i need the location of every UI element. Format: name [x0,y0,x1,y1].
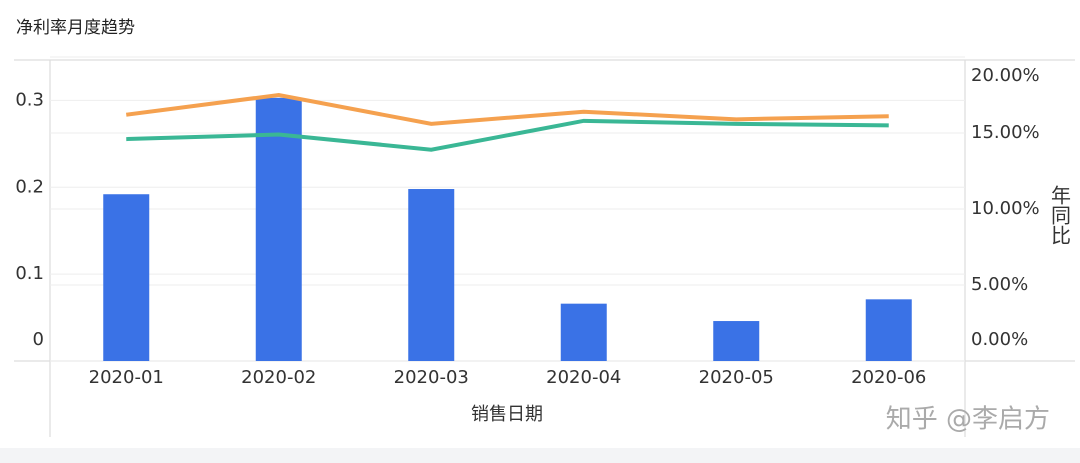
bar [408,189,455,361]
bar [865,299,912,361]
bar [255,97,302,361]
chart-title: 净利率月度趋势 [16,18,135,38]
bar [103,194,150,361]
y-tick-label: 0.3 [15,89,44,110]
bar [713,321,760,361]
y2-tick-label: 20.00% [971,65,1040,86]
y2-tick-label: 10.00% [971,198,1040,219]
x-tick-label: 2020-05 [699,367,774,388]
footer-band [0,448,1080,463]
x-tick-label: 2020-01 [89,367,164,388]
x-tick-label: 2020-03 [394,367,469,388]
y-tick-label: 0.2 [15,176,44,197]
y2-axis-label: 年同比 [1048,185,1072,245]
y2-tick-label: 5.00% [971,274,1028,295]
y2-tick-label: 15.00% [971,122,1040,143]
y2-tick-label: 0.00% [971,329,1028,350]
y-tick-label: 0.1 [15,263,44,284]
x-tick-label: 2020-06 [851,367,926,388]
x-tick-label: 2020-02 [241,367,316,388]
x-tick-label: 2020-04 [546,367,621,388]
line [125,92,889,126]
x-axis-label: 销售日期 [471,404,543,425]
bar [560,303,607,361]
watermark: 知乎 @李启方 [886,405,1050,435]
line [126,118,889,152]
y-tick-label: 0 [33,329,44,350]
